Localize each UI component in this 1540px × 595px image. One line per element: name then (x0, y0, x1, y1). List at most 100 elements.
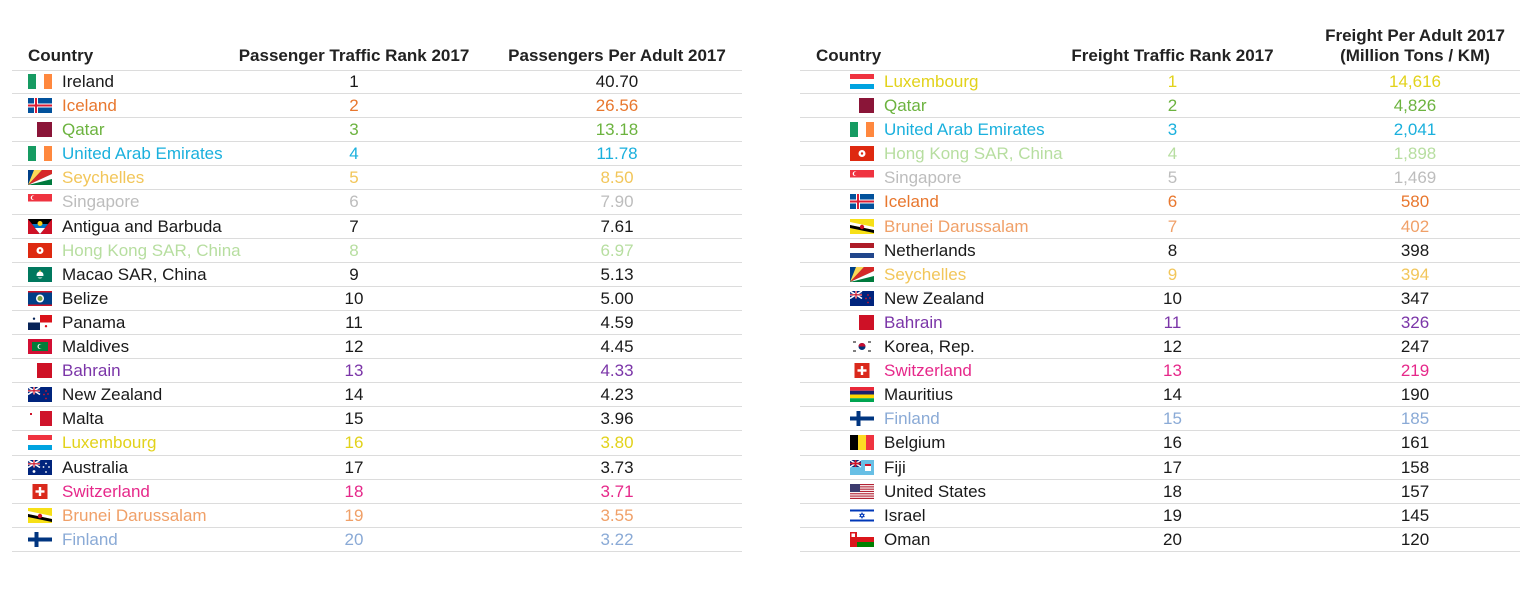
table-row: New Zealand 14 4.23 (12, 383, 742, 408)
country-name: Switzerland (62, 481, 150, 501)
table-row: Iceland 2 26.56 (12, 94, 742, 119)
value-cell: 3.71 (600, 481, 634, 501)
table-row: Belgium 16 161 (800, 431, 1520, 456)
table-row: United Arab Emirates 3 2,041 (800, 118, 1520, 143)
value-cell: 398 (1400, 240, 1430, 260)
country-name: Belize (62, 288, 109, 308)
rank-cell: 10 (1163, 288, 1182, 308)
country-name: New Zealand (884, 288, 985, 308)
value-cell: 11.78 (596, 144, 638, 164)
table-row: Switzerland 13 219 (800, 359, 1520, 384)
table-row: Bahrain 13 4.33 (12, 359, 742, 384)
value-cell: 157 (1400, 481, 1430, 501)
value-cell: 158 (1400, 457, 1430, 477)
rank-cell: 12 (1163, 337, 1182, 357)
table-row: Finland 20 3.22 (12, 528, 742, 552)
antigua-flag-icon (28, 218, 52, 234)
rank-cell: 19 (1163, 505, 1182, 525)
table-row: Iceland 6 580 (800, 190, 1520, 215)
table-row: Fiji 17 158 (800, 456, 1520, 480)
ireland-flag-icon (28, 146, 52, 162)
luxembourg-flag-icon (28, 435, 52, 451)
table-row: Macao SAR, China 9 5.13 (12, 263, 742, 287)
table-row: Panama 11 4.59 (12, 311, 742, 336)
macao-flag-icon (28, 266, 52, 282)
brunei-flag-icon (28, 507, 52, 523)
country-name: Bahrain (884, 312, 943, 332)
rank-cell: 13 (1163, 361, 1182, 381)
value-cell: 14,616 (1389, 72, 1441, 91)
maldives-flag-icon (28, 339, 52, 355)
country-name: Hong Kong SAR, China (884, 144, 1063, 164)
country-name: Maldives (62, 337, 130, 357)
value-cell: 580 (1400, 192, 1430, 212)
country-name: Hong Kong SAR, China (62, 240, 241, 260)
rank-cell: 2 (1167, 96, 1178, 116)
value-cell: 26.56 (595, 96, 639, 116)
table-row: Malta 15 3.96 (12, 407, 742, 432)
country-name: Finland (62, 529, 118, 549)
mauritius-flag-icon (850, 387, 874, 403)
table-row: Luxembourg 16 3.80 (12, 431, 742, 456)
luxembourg-flag-icon (850, 74, 874, 89)
value-cell: 5.00 (600, 288, 634, 308)
value-cell: 3.55 (600, 505, 634, 525)
rank-cell: 14 (1163, 385, 1182, 405)
table-row: Brunei Darussalam 7 402 (800, 215, 1520, 239)
value-cell: 7.61 (600, 216, 634, 236)
country-name: Netherlands (884, 240, 976, 260)
table-body: Luxembourg 1 14,616 Qatar 2 4,826 United Arab … (800, 70, 1520, 552)
value-cell: 1,469 (1393, 168, 1437, 188)
value-cell: 326 (1400, 312, 1430, 332)
header-freight-rank: Freight Traffic Rank 2017 (1071, 46, 1274, 65)
value-cell: 402 (1400, 216, 1430, 236)
table-row: Qatar 3 13.18 (12, 118, 742, 143)
table-row: Singapore 5 1,469 (800, 166, 1520, 191)
rank-cell: 1 (1167, 72, 1178, 91)
malta-flag-icon (28, 411, 52, 427)
country-name: United States (884, 481, 987, 501)
table-row: Qatar 2 4,826 (800, 94, 1520, 119)
table-header: Country Passenger Traffic Rank 2017 Pass… (12, 0, 742, 71)
country-name: Switzerland (884, 361, 972, 381)
oman-flag-icon (850, 531, 874, 547)
switzerland-flag-icon (854, 363, 870, 379)
belize-flag-icon (28, 290, 52, 306)
rank-cell: 3 (1167, 120, 1178, 140)
rank-cell: 10 (344, 288, 364, 308)
value-cell: 394 (1400, 264, 1430, 284)
header-passengers-per-adult: Passengers Per Adult 2017 (508, 46, 726, 65)
rank-cell: 18 (1163, 481, 1182, 501)
panama-flag-icon (28, 314, 52, 330)
table-row: Oman 20 120 (800, 528, 1520, 552)
rank-cell: 15 (1163, 409, 1182, 429)
table-row: Korea, Rep. 12 247 (800, 335, 1520, 360)
table-row: Ireland 1 40.70 (12, 70, 742, 95)
country-name: United Arab Emirates (62, 144, 223, 164)
value-cell: 3.73 (600, 457, 634, 477)
value-cell: 40.70 (595, 72, 639, 91)
finland-flag-icon (28, 531, 52, 547)
table-row: Israel 19 145 (800, 504, 1520, 528)
rank-cell: 3 (349, 120, 359, 140)
value-cell: 3.96 (600, 409, 634, 429)
rank-cell: 18 (344, 481, 364, 501)
rank-cell: 7 (349, 216, 359, 236)
rank-cell: 20 (1163, 529, 1182, 549)
country-name: Luxembourg (884, 72, 979, 91)
country-name: Malta (62, 409, 104, 429)
country-name: Iceland (62, 96, 117, 116)
singapore-flag-icon (850, 170, 874, 186)
hongkong-flag-icon (28, 242, 52, 258)
value-cell: 7.90 (600, 192, 634, 212)
rank-cell: 14 (344, 385, 364, 405)
value-cell: 161 (1400, 433, 1430, 453)
seychelles-flag-icon (28, 170, 52, 186)
value-cell: 4.23 (600, 385, 634, 405)
ireland-flag-icon (850, 122, 874, 138)
rank-cell: 9 (349, 264, 359, 284)
hongkong-flag-icon (850, 146, 874, 162)
table-row: Mauritius 14 190 (800, 383, 1520, 408)
country-name: Seychelles (884, 264, 967, 284)
header-freight-unit: (Million Tons / KM) (1340, 46, 1490, 65)
